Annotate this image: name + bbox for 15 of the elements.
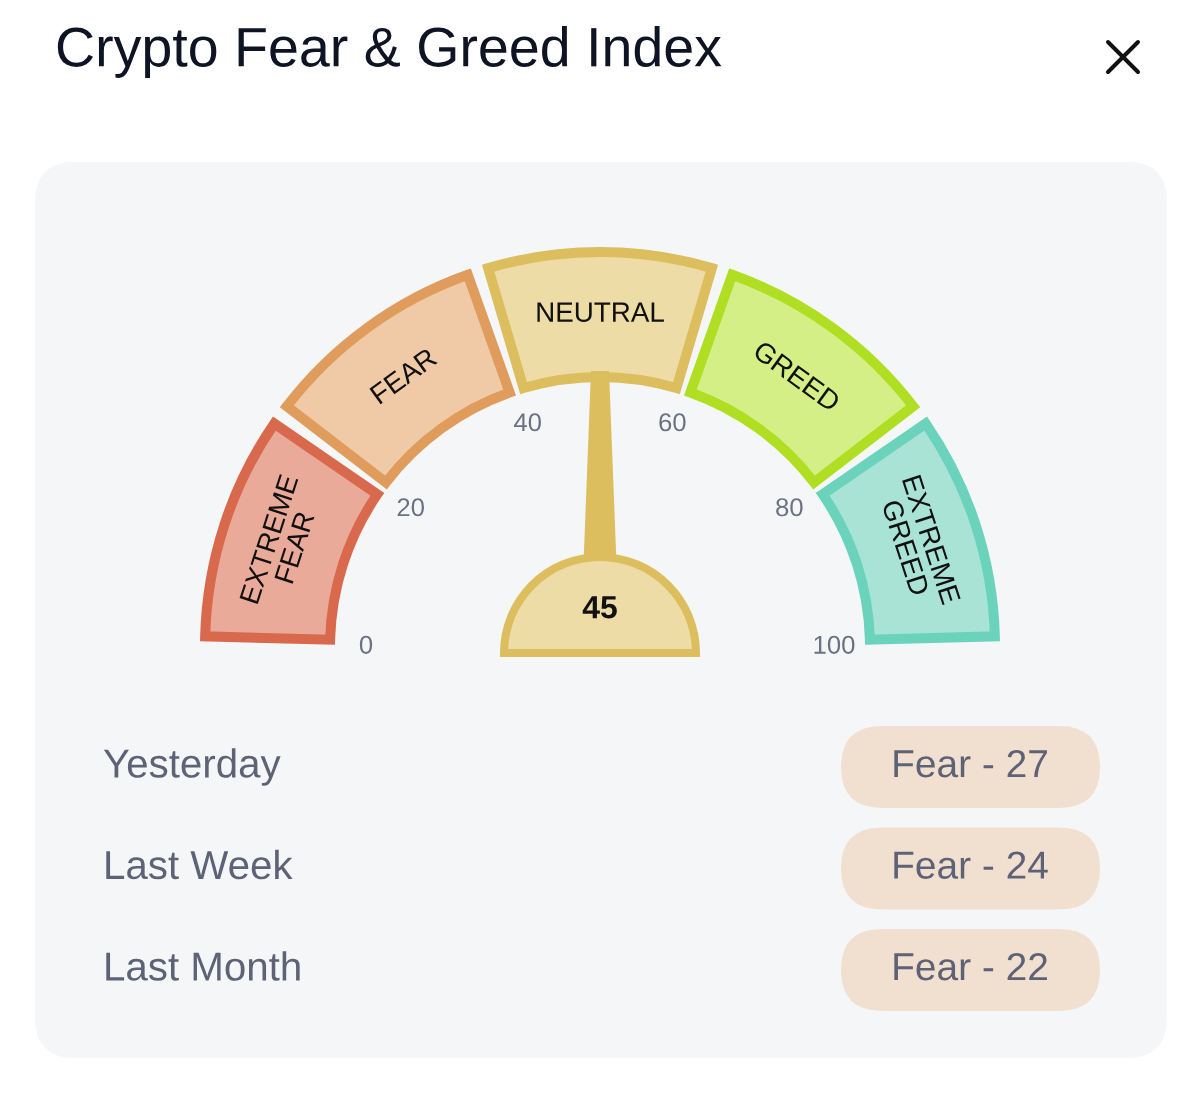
text: 0: [359, 635, 373, 654]
text: Fear - 24: [894, 851, 1048, 879]
text: Fear - 22: [894, 952, 1047, 981]
text: 100: [814, 635, 855, 654]
text: 20: [397, 498, 424, 517]
chart-title: Crypto Fear & Greed Index: [57, 26, 722, 78]
text: Fear - 27: [894, 749, 1047, 778]
text: 80: [776, 498, 803, 517]
text: 60: [659, 413, 686, 432]
text: 45: [582, 596, 617, 619]
text: 40: [513, 413, 541, 432]
slice-label: NEUTRAL: [537, 302, 664, 322]
text: Yesterday: [103, 748, 281, 786]
text: Last Week: [106, 849, 293, 880]
text: Last Month: [106, 951, 300, 981]
